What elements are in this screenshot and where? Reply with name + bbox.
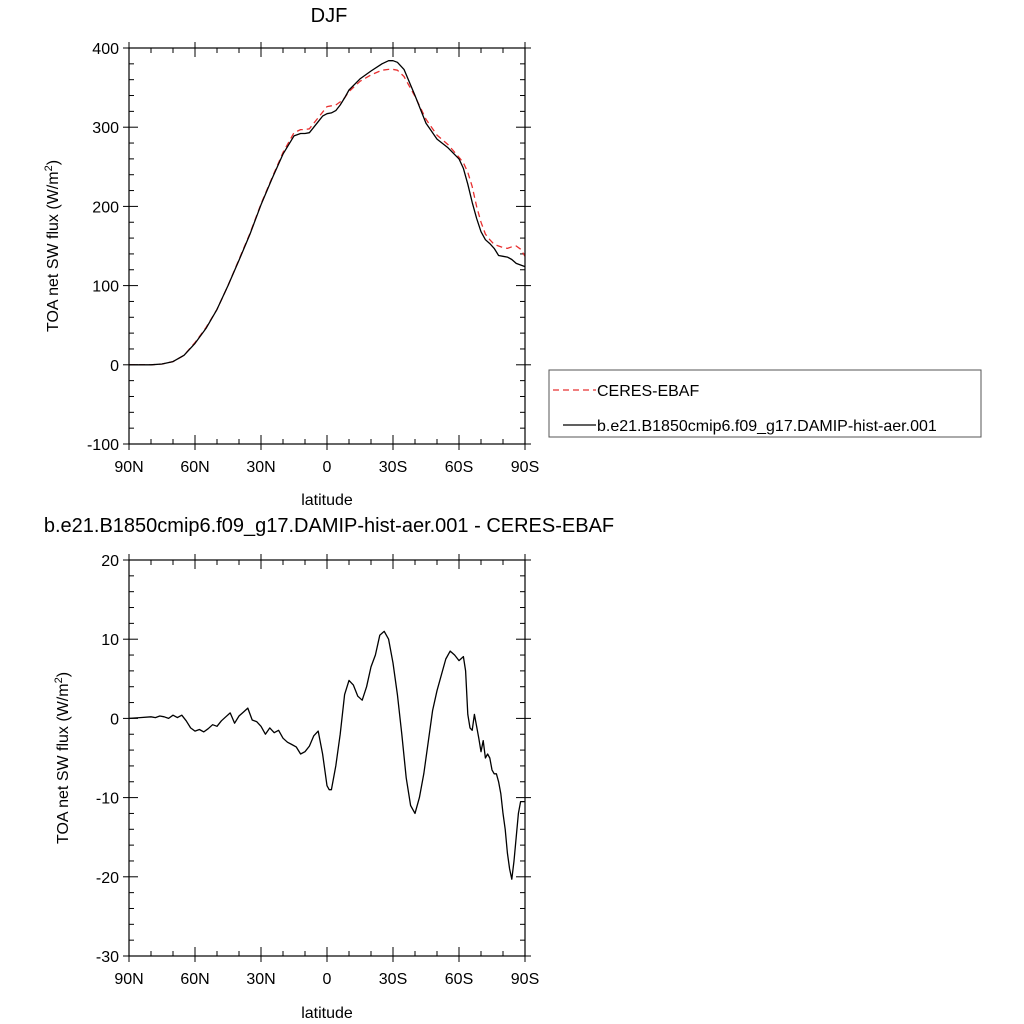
x-tick-label: 60N (180, 971, 209, 988)
top-x-axis-label: latitude (301, 492, 353, 509)
bottom-y-axis-label: TOA net SW flux (W/m2) (53, 672, 72, 844)
bottom-chart-title: b.e21.B1850cmip6.f09_g17.DAMIP-hist-aer.… (44, 515, 614, 537)
x-tick-label: 30N (246, 971, 275, 988)
x-tick-label: 90N (114, 971, 143, 988)
bottom-x-axis-label: latitude (301, 1005, 353, 1022)
x-tick-label: 90N (114, 459, 143, 476)
top-y-axis-label: TOA net SW flux (W/m2) (43, 160, 62, 332)
series-line-difference (128, 630, 525, 880)
x-tick-label: 0 (323, 971, 332, 988)
legend: CERES-EBAF b.e21.B1850cmip6.f09_g17.DAMI… (548, 369, 982, 438)
y-tick-label: -10 (96, 791, 119, 808)
top-y-tick-labels: -100 0 100 200 300 400 (87, 41, 119, 454)
bottom-panel: b.e21.B1850cmip6.f09_g17.DAMIP-hist-aer.… (44, 515, 614, 1022)
bottom-y-tick-labels: -30 -20 -10 0 10 20 (96, 553, 119, 966)
y-tick-label: -30 (96, 949, 119, 966)
y-tick-label: -100 (87, 437, 119, 454)
x-tick-label: 0 (323, 459, 332, 476)
x-tick-label: 30N (246, 459, 275, 476)
legend-label-model: b.e21.B1850cmip6.f09_g17.DAMIP-hist-aer.… (597, 418, 937, 435)
y-tick-label: -20 (96, 870, 119, 887)
x-tick-label: 30S (379, 459, 407, 476)
x-tick-label: 60S (445, 971, 473, 988)
bottom-series-layer (128, 630, 525, 880)
bottom-x-tick-labels: 90N 60N 30N 0 30S 60S 90S (114, 971, 539, 988)
x-tick-label: 90S (511, 459, 539, 476)
y-tick-label: 0 (110, 711, 119, 728)
legend-label-ceres: CERES-EBAF (597, 383, 699, 400)
y-tick-label: 10 (101, 632, 119, 649)
y-tick-label: 0 (110, 358, 119, 375)
y-tick-label: 300 (92, 120, 119, 137)
x-tick-label: 90S (511, 971, 539, 988)
y-tick-label: 400 (92, 41, 119, 58)
y-tick-label: 20 (101, 553, 119, 570)
x-tick-label: 60N (180, 459, 209, 476)
bottom-axis-ticks (123, 554, 531, 962)
top-x-tick-labels: 90N 60N 30N 0 30S 60S 90S (114, 459, 539, 476)
bottom-plot-frame (128, 559, 526, 957)
legend-box (548, 369, 982, 438)
top-chart-title: DJF (311, 5, 348, 27)
series-line-model (129, 60, 526, 366)
y-tick-label: 200 (92, 199, 119, 216)
y-tick-label: 100 (92, 279, 119, 296)
top-series-layer (129, 60, 526, 366)
top-plot-frame (128, 47, 526, 445)
x-tick-label: 30S (379, 971, 407, 988)
x-tick-label: 60S (445, 459, 473, 476)
top-axis-ticks (123, 42, 531, 450)
